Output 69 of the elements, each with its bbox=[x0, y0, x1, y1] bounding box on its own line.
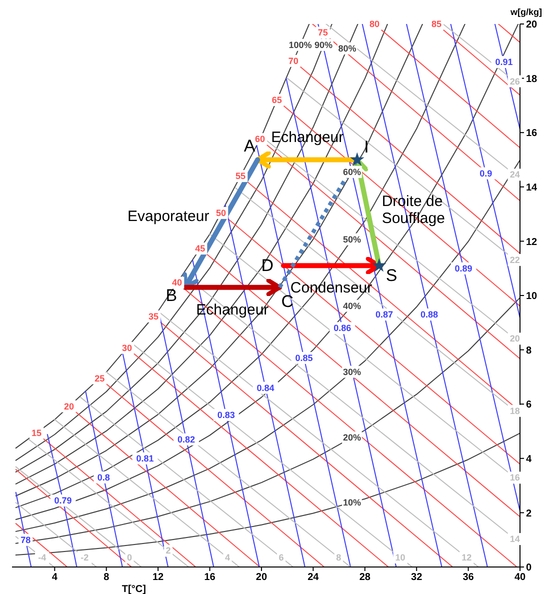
x-tick-label: 8 bbox=[104, 572, 110, 584]
y-tick-label: 6 bbox=[526, 400, 532, 411]
annotation: 12 bbox=[462, 552, 472, 562]
annotation: 75 bbox=[318, 28, 328, 38]
annotation: 20 bbox=[510, 334, 520, 344]
x-tick-label: 36 bbox=[462, 572, 474, 584]
y-tick-label: 12 bbox=[526, 236, 538, 248]
series-label: Evaporateur bbox=[128, 208, 210, 226]
annotation: A bbox=[244, 136, 256, 156]
annotation: 40 bbox=[172, 278, 182, 288]
x-tick-label: 16 bbox=[204, 572, 216, 584]
annotation: 80 bbox=[369, 19, 380, 29]
annotation: -4 bbox=[38, 552, 46, 562]
annotation: 35 bbox=[148, 311, 159, 322]
annotation: 50 bbox=[216, 208, 226, 218]
annotation: 50% bbox=[342, 234, 361, 244]
annotation: S bbox=[386, 266, 398, 286]
annotation: 65 bbox=[272, 95, 282, 106]
x-tick-label: 20 bbox=[256, 572, 268, 584]
y-tick-label: 16 bbox=[526, 128, 538, 140]
y-tick-label: 0 bbox=[526, 562, 532, 574]
annotation: 30 bbox=[122, 342, 132, 353]
y-axis-title: w[g/kg] bbox=[510, 7, 542, 17]
annotation: 0 bbox=[126, 552, 132, 562]
annotation: 26 bbox=[510, 76, 520, 86]
y-tick-label: 4 bbox=[526, 454, 532, 465]
annotation: 22 bbox=[510, 254, 520, 265]
annotation: 24 bbox=[510, 170, 520, 180]
line-series bbox=[15, 160, 520, 532]
annotation: 14 bbox=[510, 534, 520, 544]
x-tick-label: 12 bbox=[152, 572, 164, 584]
y-tick-label: 8 bbox=[526, 345, 532, 356]
x-axis-title: T[°C] bbox=[122, 584, 146, 594]
annotation: 70 bbox=[288, 56, 298, 66]
annotation: 15 bbox=[32, 428, 42, 438]
x-tick-label: 4 bbox=[52, 572, 58, 584]
y-tick-label: 14 bbox=[526, 182, 538, 194]
point bbox=[372, 258, 386, 272]
x-tick-label: 24 bbox=[308, 572, 320, 584]
y-tick-label: 2 bbox=[526, 508, 532, 520]
annotation: 6 bbox=[278, 552, 284, 562]
annotation: 85 bbox=[431, 19, 442, 29]
x-tick-label: 28 bbox=[359, 572, 371, 584]
annotation: B bbox=[166, 286, 178, 305]
annotation: -2 bbox=[80, 552, 89, 562]
annotation: 45 bbox=[195, 244, 206, 254]
y-tick-label: 20 bbox=[526, 20, 538, 31]
annotation: D bbox=[261, 256, 274, 276]
annotation: 8 bbox=[336, 552, 342, 562]
annotation: 55 bbox=[236, 171, 246, 182]
annotation: 20 bbox=[64, 401, 74, 412]
annotation: 10 bbox=[395, 552, 406, 562]
annotation: 40% bbox=[342, 300, 361, 311]
y-tick-label: 18 bbox=[526, 74, 538, 85]
annotation: 60 bbox=[255, 134, 266, 144]
annotation: 18 bbox=[510, 406, 520, 416]
annotation: 100% bbox=[288, 40, 312, 50]
annotation: C bbox=[281, 292, 294, 311]
annotation: I bbox=[364, 137, 369, 156]
y-tick-label: 10 bbox=[526, 291, 538, 302]
annotation: 25 bbox=[94, 373, 105, 384]
annotation: 78 bbox=[20, 534, 31, 545]
point bbox=[350, 152, 364, 166]
annotation: 0.88 bbox=[420, 310, 438, 320]
x-tick-label: 40 bbox=[514, 572, 526, 584]
annotation: 16 bbox=[510, 472, 520, 483]
annotation: 2 bbox=[166, 546, 171, 556]
annotation: 4 bbox=[224, 552, 230, 562]
x-tick-label: 32 bbox=[411, 572, 423, 584]
